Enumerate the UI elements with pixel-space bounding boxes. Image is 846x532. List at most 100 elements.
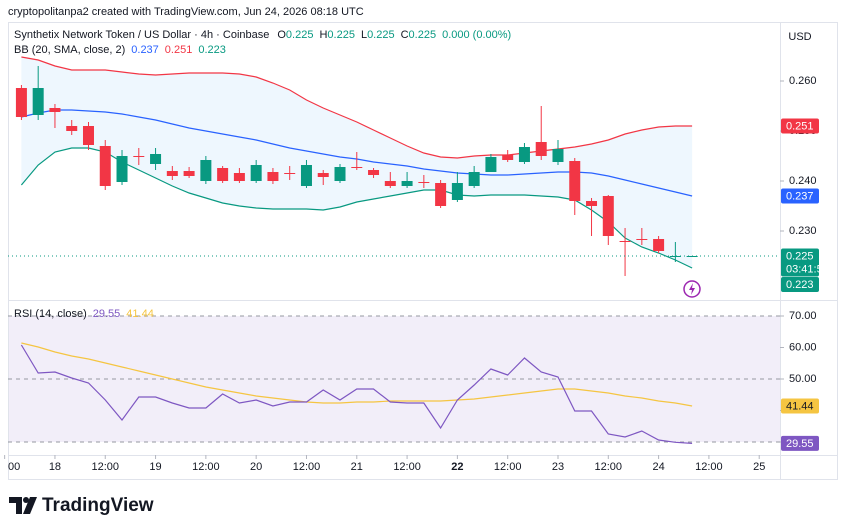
candle-body bbox=[233, 173, 245, 181]
indicator-value: 0.251 bbox=[165, 44, 193, 56]
candle-body bbox=[418, 182, 430, 183]
candle-body bbox=[535, 142, 547, 156]
price-badge-label: 0.251 bbox=[786, 120, 814, 132]
indicator-name: BB (20, SMA, close, 2) bbox=[14, 44, 125, 56]
candle-body bbox=[200, 160, 212, 181]
candle-body bbox=[267, 172, 279, 181]
y-tick-label: 60.00 bbox=[789, 341, 817, 353]
frame bbox=[8, 22, 838, 480]
series-line bbox=[21, 342, 693, 407]
price-badge-label: 0.223 bbox=[786, 279, 814, 291]
x-tick-label: 12:00 bbox=[192, 461, 220, 473]
x-tick-label: 24 bbox=[652, 461, 664, 473]
indicator-value: 0.223 bbox=[198, 44, 226, 56]
x-tick-label: 12:00 bbox=[293, 461, 321, 473]
legend-value: 0.225 bbox=[286, 29, 314, 41]
indicator-value: 0.237 bbox=[131, 44, 159, 56]
candle-body bbox=[116, 156, 128, 182]
series-line bbox=[20, 344, 693, 444]
candle-body bbox=[368, 170, 380, 175]
candle-body bbox=[518, 147, 530, 162]
candle-body bbox=[317, 173, 329, 177]
candle-body bbox=[468, 172, 480, 186]
legend-key: H bbox=[319, 29, 327, 41]
candle-body bbox=[99, 146, 111, 186]
candle-body bbox=[435, 183, 447, 206]
legend-change: 0.000 (0.00%) bbox=[442, 29, 511, 41]
candle-body bbox=[653, 239, 665, 251]
candle-body bbox=[217, 168, 229, 181]
legend-key: O bbox=[277, 29, 286, 41]
price-badge bbox=[781, 277, 819, 292]
candle-body bbox=[485, 157, 497, 172]
candle-body bbox=[166, 171, 178, 176]
legend-title: Synthetix Network Token / US Dollar · 4h… bbox=[14, 29, 269, 41]
legend-key: C bbox=[401, 29, 409, 41]
price-badge bbox=[781, 435, 819, 451]
legend-value: 0.225 bbox=[409, 29, 437, 41]
y-tick-label: 0.260 bbox=[789, 75, 817, 87]
candle-body bbox=[502, 155, 514, 160]
brand: TradingView bbox=[42, 495, 154, 516]
candle-body bbox=[250, 165, 262, 181]
indicator-value: 41.44 bbox=[126, 308, 154, 320]
price-badge bbox=[781, 398, 819, 414]
alert-icon[interactable] bbox=[683, 280, 701, 298]
caption: cryptopolitanpa2 created with TradingVie… bbox=[8, 6, 364, 18]
candle-body bbox=[636, 239, 648, 240]
x-tick-label: 12:00 bbox=[91, 461, 119, 473]
candle-body bbox=[384, 181, 396, 186]
candle-body bbox=[15, 88, 27, 117]
candle-body bbox=[300, 165, 312, 186]
logo-t bbox=[9, 497, 22, 514]
price-badge bbox=[781, 188, 819, 204]
x-tick-label: 25 bbox=[753, 461, 765, 473]
legend-symbol: Synthetix Network Token / US Dollar · 4h… bbox=[14, 29, 511, 41]
x-tick-label: 21 bbox=[351, 461, 363, 473]
x-tick-label: 12:00 bbox=[494, 461, 522, 473]
candle-body bbox=[150, 154, 162, 164]
y-tick-label: 70.00 bbox=[789, 310, 817, 322]
candle-body bbox=[183, 171, 195, 176]
x-tick-label: 23 bbox=[552, 461, 564, 473]
candle-body bbox=[451, 183, 463, 200]
candle-body bbox=[602, 196, 614, 236]
marks: Synthetix Network Token / US Dollar · 4h… bbox=[4, 29, 829, 473]
x-tick-label: 12:00 bbox=[695, 461, 723, 473]
candle-body bbox=[284, 173, 296, 174]
legend-value: 0.225 bbox=[367, 29, 395, 41]
legend-indicator: BB (20, SMA, close, 2) 0.237 0.251 0.223 bbox=[14, 44, 226, 56]
candle-body bbox=[619, 241, 631, 242]
x-tick-label: 18 bbox=[49, 461, 61, 473]
logo-dot bbox=[23, 497, 29, 503]
candle-body bbox=[334, 167, 346, 181]
candle-body bbox=[669, 256, 681, 257]
legend-indicator: RSI (14, close) 29.55 41.44 bbox=[14, 308, 154, 320]
candle-body bbox=[32, 88, 44, 115]
logo bbox=[9, 497, 37, 514]
candle-body bbox=[82, 126, 94, 145]
currency: USD bbox=[788, 31, 811, 43]
price-badge-label: 41.44 bbox=[786, 400, 814, 412]
x-tick-label: 12:00 bbox=[393, 461, 421, 473]
countdown: 03:41:56 bbox=[786, 263, 829, 275]
x-tick-label: 19 bbox=[149, 461, 161, 473]
x-tick-label: 22 bbox=[451, 461, 463, 473]
legend-key: L bbox=[361, 29, 367, 41]
legend-value: 0.225 bbox=[327, 29, 355, 41]
candle-body bbox=[133, 156, 145, 157]
alert-circle bbox=[683, 280, 701, 298]
x-tick-label: 12:00 bbox=[595, 461, 623, 473]
band-line bbox=[21, 56, 693, 159]
logo-v bbox=[23, 497, 37, 514]
candle-body bbox=[552, 149, 564, 162]
candle-body bbox=[66, 126, 78, 131]
y-tick-label: 0.240 bbox=[789, 175, 817, 187]
band-line bbox=[20, 147, 693, 269]
candle-body bbox=[569, 161, 581, 201]
x-tick-label: 20 bbox=[250, 461, 262, 473]
x-tick-label: 00 bbox=[8, 461, 20, 473]
alert-bolt bbox=[689, 283, 695, 295]
